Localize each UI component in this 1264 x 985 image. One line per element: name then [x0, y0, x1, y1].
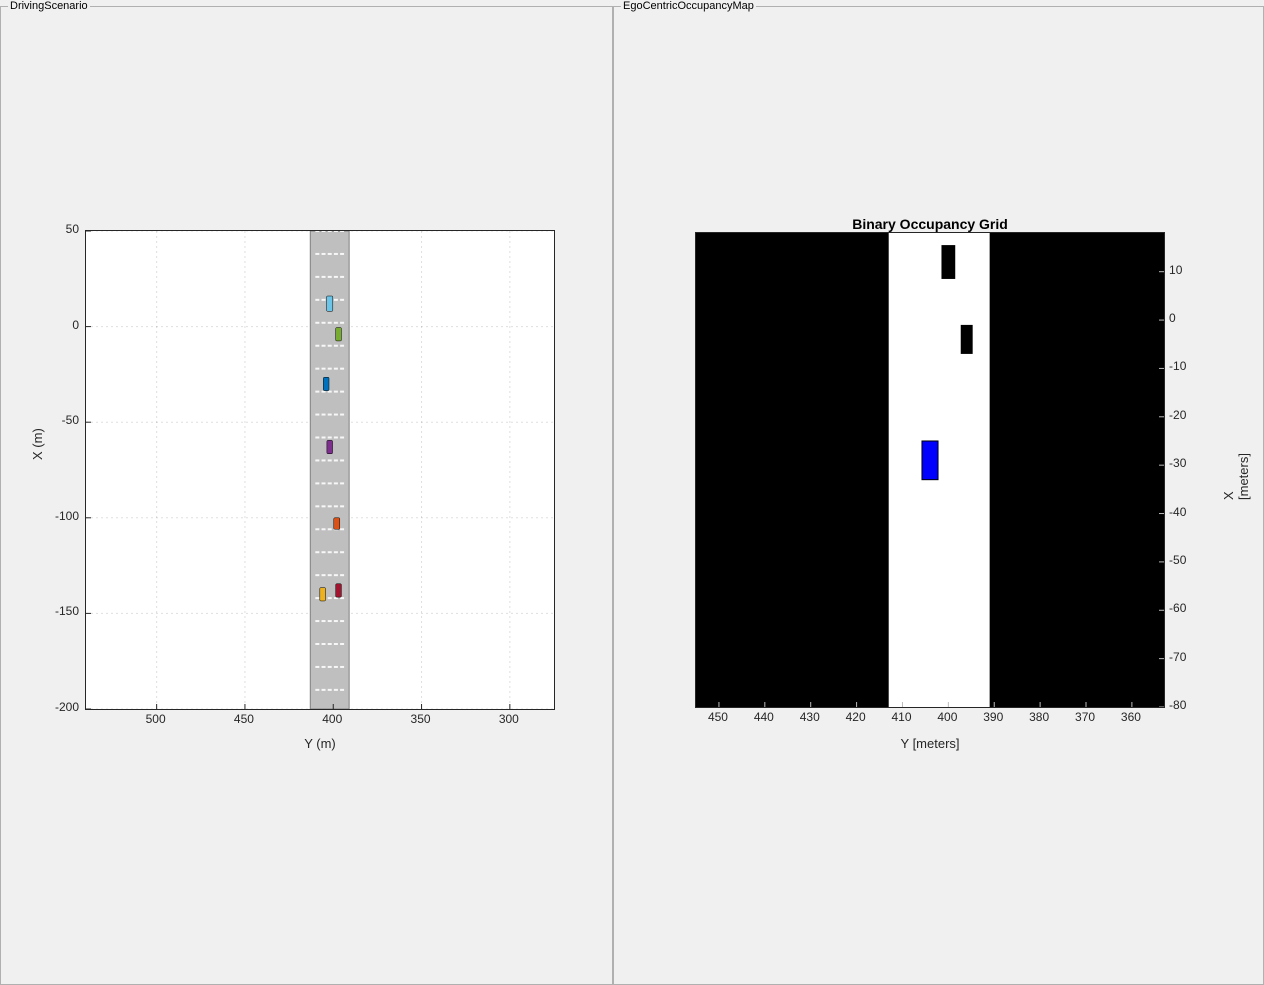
y-tick-label: -30: [1169, 456, 1203, 470]
y-tick-label: 0: [1169, 311, 1203, 325]
x-tick-label: 430: [795, 710, 825, 724]
x-tick-label: 370: [1070, 710, 1100, 724]
y-axis-label: X [meters]: [1221, 453, 1251, 500]
y-tick-label: -40: [1169, 505, 1203, 519]
panel-title: DrivingScenario: [8, 0, 90, 12]
x-tick-label: 450: [229, 712, 259, 726]
x-tick-label: 400: [317, 712, 347, 726]
x-tick-label: 380: [1024, 710, 1054, 724]
y-tick-label: -200: [45, 700, 79, 714]
x-tick-label: 410: [887, 710, 917, 724]
y-tick-label: -150: [45, 604, 79, 618]
x-tick-label: 390: [978, 710, 1008, 724]
y-axis-label: X (m): [30, 428, 45, 460]
x-tick-label: 400: [932, 710, 962, 724]
x-tick-label: 350: [406, 712, 436, 726]
x-tick-label: 300: [494, 712, 524, 726]
scenario-svg: [86, 231, 554, 709]
y-tick-label: -20: [1169, 408, 1203, 422]
y-tick-label: -50: [1169, 553, 1203, 567]
occupancy-map-panel: EgoCentricOccupancyMap Binary Occupancy …: [613, 0, 1264, 985]
x-axis-label: Y (m): [85, 736, 555, 751]
driving-scenario-panel: DrivingScenario Y (m) X (m) 500450400350…: [0, 0, 613, 985]
y-tick-label: -60: [1169, 601, 1203, 615]
x-tick-label: 360: [1116, 710, 1146, 724]
occupancy-axes: [695, 232, 1165, 708]
x-tick-label: 420: [841, 710, 871, 724]
chart-title: Binary Occupancy Grid: [695, 216, 1165, 232]
x-axis-label: Y [meters]: [695, 736, 1165, 751]
y-tick-label: -50: [45, 413, 79, 427]
y-tick-label: -80: [1169, 698, 1203, 712]
occupancy-svg: [696, 233, 1164, 707]
x-tick-label: 450: [703, 710, 733, 724]
x-tick-label: 440: [749, 710, 779, 724]
y-tick-label: 0: [45, 318, 79, 332]
y-tick-label: 10: [1169, 263, 1203, 277]
scenario-axes: [85, 230, 555, 710]
x-tick-label: 500: [141, 712, 171, 726]
y-tick-label: -10: [1169, 359, 1203, 373]
root-container: DrivingScenario Y (m) X (m) 500450400350…: [0, 0, 1264, 985]
y-tick-label: 50: [45, 222, 79, 236]
y-tick-label: -100: [45, 509, 79, 523]
y-tick-label: -70: [1169, 650, 1203, 664]
panel-title: EgoCentricOccupancyMap: [621, 0, 756, 12]
